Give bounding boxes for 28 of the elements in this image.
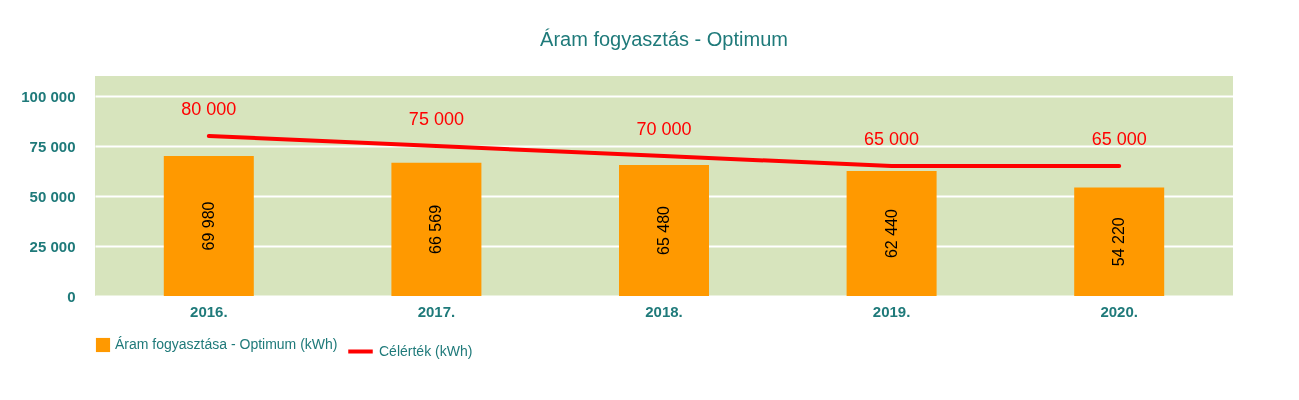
- y-tick-label: 100 000: [21, 87, 76, 105]
- y-tick-label: 50 000: [29, 187, 76, 205]
- y-tick-label: 75 000: [29, 137, 76, 155]
- bar: [163, 156, 254, 296]
- data-label: 75 000: [408, 109, 464, 129]
- y-tick-label: 0: [67, 287, 76, 305]
- bar: [846, 171, 937, 296]
- chart-title: Áram fogyasztás - Optimum: [540, 28, 788, 50]
- data-label: 65 000: [1091, 129, 1147, 149]
- data-label: 65 000: [864, 129, 920, 149]
- bar: [1074, 187, 1165, 296]
- x-tick-label: 2017.: [417, 302, 456, 320]
- x-tick-label: 2016.: [190, 302, 228, 320]
- bar: [391, 162, 482, 296]
- legend-label: Célérték (kWh): [379, 342, 473, 359]
- legend-label: Áram fogyasztása - Optimum (kWh): [115, 336, 338, 352]
- x-tick-label: 2019.: [872, 302, 911, 320]
- y-tick-label: 25 000: [29, 237, 76, 255]
- data-label: 70 000: [636, 119, 692, 139]
- data-label: 66 569: [427, 204, 445, 254]
- x-tick-label: 2020.: [1100, 302, 1138, 320]
- data-label: 54 220: [1110, 217, 1128, 267]
- data-label: 65 480: [655, 205, 672, 255]
- data-label: 62 440: [882, 208, 900, 259]
- x-tick-label: 2018.: [645, 302, 683, 320]
- bar: [619, 165, 709, 296]
- data-label: 69 980: [199, 201, 217, 251]
- data-label: 80 000: [181, 99, 237, 119]
